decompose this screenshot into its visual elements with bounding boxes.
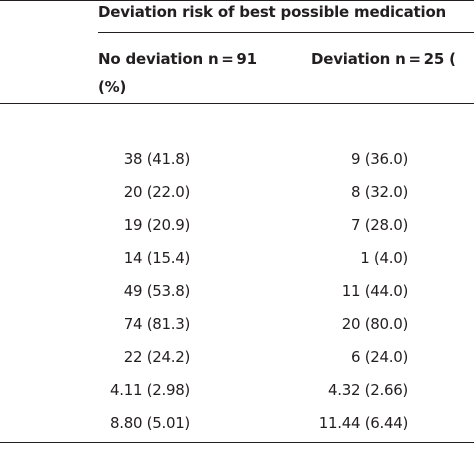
cell-no-deviation: 8.80 (5.01): [110, 414, 190, 432]
cell-deviation: 4.32 (2.66): [328, 381, 408, 399]
top-rule: [0, 0, 474, 1]
cell-deviation: 11.44 (6.44): [318, 414, 409, 432]
cell-no-deviation: 19 (20.9): [123, 216, 191, 234]
bottom-rule: [0, 442, 474, 443]
column-header-label: No deviation n = 91: [98, 50, 257, 68]
cell-deviation: 7 (28.0): [350, 216, 408, 234]
column-header-unit: (%): [98, 78, 127, 96]
cell-deviation: 20 (80.0): [341, 315, 409, 333]
cell-no-deviation: 20 (22.0): [123, 183, 191, 201]
cell-deviation: 1 (4.0): [360, 249, 408, 267]
cell-deviation: 9 (36.0): [350, 150, 408, 168]
group-header: Deviation risk of best possible medicati…: [98, 3, 447, 21]
cell-deviation: 6 (24.0): [350, 348, 408, 366]
column-header-label: Deviation n = 25 (: [311, 50, 456, 68]
cell-no-deviation: 4.11 (2.98): [110, 381, 190, 399]
cell-no-deviation: 49 (53.8): [123, 282, 191, 300]
cell-no-deviation: 74 (81.3): [123, 315, 191, 333]
cell-no-deviation: 22 (24.2): [123, 348, 191, 366]
column-header-no-deviation: No deviation n = 91 (%): [98, 45, 257, 101]
group-header-rule: [98, 32, 474, 33]
cell-deviation: 8 (32.0): [350, 183, 408, 201]
cell-deviation: 11 (44.0): [341, 282, 409, 300]
header-rule: [0, 103, 474, 104]
cell-no-deviation: 38 (41.8): [123, 150, 191, 168]
cell-no-deviation: 14 (15.4): [123, 249, 191, 267]
column-header-deviation: Deviation n = 25 (: [311, 45, 456, 73]
